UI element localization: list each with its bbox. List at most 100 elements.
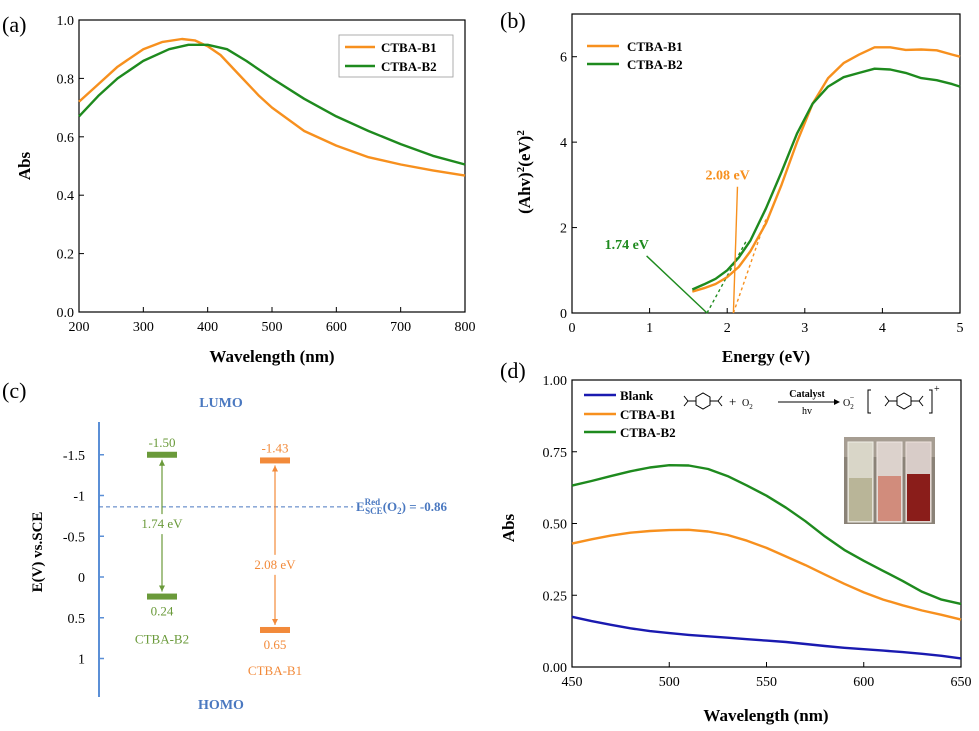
y-axis-label: Abs <box>15 151 34 180</box>
panel-b-chart: Energy (eV) (Ahv)2(eV)2 0 1 2 3 4 5 0 2 4 6 2.08 … <box>515 13 964 366</box>
series-line-ctba-b2 <box>691 67 961 291</box>
legend-label-ctba-b2: CTBA-B2 <box>381 59 437 74</box>
panel-c-diagram: LUMO HOMO E(V) vs.SCE -1.5 -1 -0.5 0 0.5 1 ER… <box>30 396 447 713</box>
tangent-line-orange <box>732 218 767 314</box>
x-tick-label: 4 <box>879 321 886 336</box>
energy-tick-label: 1 <box>78 653 85 668</box>
cuvette-blank-liquid <box>849 478 872 521</box>
x-axis-label: Wavelength (nm) <box>209 347 334 366</box>
panel-d-chart: Wavelength (nm) Abs 450 500 550 600 650 0.00 0… <box>499 374 972 725</box>
legend: Blank CTBA-B1 CTBA-B2 <box>584 388 676 440</box>
series-line-ctba-b1 <box>78 37 466 177</box>
y-axis-label: (Ahv)2(eV)2 <box>515 130 534 214</box>
legend-label-ctba-b1: CTBA-B1 <box>627 39 683 54</box>
y-tick-label: 6 <box>560 51 567 66</box>
x-tick-label: 2 <box>724 321 731 336</box>
y-tick-label: 0 <box>560 307 567 322</box>
energy-tick-label: -1.5 <box>63 449 85 464</box>
x-axis-label: Energy (eV) <box>722 347 810 366</box>
legend-label-ctba-b2: CTBA-B2 <box>627 57 683 72</box>
energy-tick-label: 0 <box>78 571 85 586</box>
band-gap-value-ctba-b1: 2.08 eV <box>254 557 296 572</box>
x-tick-label: 650 <box>951 675 972 690</box>
light-label: hv <box>802 406 812 417</box>
band-gap-label-green: 1.74 eV <box>605 238 649 253</box>
homo-level-ctba-b2 <box>147 593 177 600</box>
panel-label-c: (c) <box>2 378 26 403</box>
y-axis-label: E(V) vs.SCE <box>30 512 46 593</box>
lumo-level-ctba-b2 <box>147 451 177 458</box>
y-tick-label: 4 <box>560 136 567 151</box>
lumo-value-ctba-b2: -1.50 <box>148 435 175 450</box>
plot-frame <box>571 13 961 314</box>
series-line-ctba-b2 <box>571 464 962 606</box>
panel-label-d: (d) <box>500 358 526 383</box>
panel-label-a: (a) <box>2 12 26 37</box>
arrowhead <box>834 399 840 405</box>
cuvette-b2-liquid <box>907 474 930 521</box>
material-name-ctba-b1: CTBA-B1 <box>248 663 302 678</box>
x-tick-label: 450 <box>562 675 583 690</box>
homo-label: HOMO <box>198 698 244 713</box>
band-gap-pointer-orange <box>732 186 739 314</box>
y-tick-label: 0.2 <box>57 248 75 263</box>
legend: CTBA-B1 CTBA-B2 <box>338 34 454 78</box>
legend-label-ctba-b2: CTBA-B2 <box>620 425 676 440</box>
y-tick-label: 1.00 <box>543 374 568 389</box>
product-superoxide: O2− <box>843 393 855 411</box>
energy-tick-label: -1 <box>73 490 85 505</box>
band-gap-pointer-green <box>646 255 708 314</box>
x-tick-label: 300 <box>133 320 154 335</box>
series-line-blank <box>571 615 962 660</box>
x-tick-label: 500 <box>659 675 680 690</box>
o2-reduction-label: ERed SCE(O2) = -0.86 <box>356 497 447 516</box>
y-tick-label: 0.8 <box>57 72 75 87</box>
legend-box <box>338 34 454 78</box>
legend-label-ctba-b1: CTBA-B1 <box>381 40 437 55</box>
lumo-value-ctba-b1: -1.43 <box>261 440 288 455</box>
x-tick-label: 600 <box>326 320 347 335</box>
gap-arrowhead-top-ctba-b1 <box>272 465 278 472</box>
x-axis-label: Wavelength (nm) <box>703 706 828 725</box>
gap-arrowhead-bottom-ctba-b1 <box>272 618 278 625</box>
x-tick-label: 400 <box>197 320 218 335</box>
y-axis-label: Abs <box>499 513 518 542</box>
cuvette-photo-inset <box>844 437 935 524</box>
catalyst-label: Catalyst <box>789 389 825 400</box>
band-gap-value-ctba-b2: 1.74 eV <box>141 516 183 531</box>
cuvette-b1-liquid <box>878 476 901 521</box>
x-tick-label: 1 <box>646 321 653 336</box>
lumo-level-ctba-b1 <box>260 457 290 464</box>
series-line-ctba-b1 <box>691 46 961 293</box>
legend: CTBA-B1 CTBA-B2 <box>587 39 683 72</box>
y-tick-label: 2 <box>560 222 567 237</box>
x-tick-label: 500 <box>262 320 283 335</box>
reaction-scheme: + O2 Catalyst hv O2− + <box>683 384 940 417</box>
tmpd-molecule-left <box>683 392 723 410</box>
x-tick-label: 0 <box>569 321 576 336</box>
x-tick-label: 700 <box>390 320 411 335</box>
tmpd-radical-molecule <box>867 389 933 414</box>
lumo-label: LUMO <box>199 396 243 411</box>
panel-a-chart: Wavelength (nm) Abs 200 300 400 500 600 700 80… <box>15 14 476 366</box>
energy-tick-label: 0.5 <box>68 612 86 627</box>
y-tick-label: 0.0 <box>57 306 75 321</box>
panel-label-b: (b) <box>500 8 526 33</box>
reactant-o2: O2 <box>742 398 753 411</box>
legend-label-ctba-b1: CTBA-B1 <box>620 407 676 422</box>
material-name-ctba-b2: CTBA-B2 <box>135 632 189 647</box>
y-tick-label: 0.00 <box>543 661 568 676</box>
energy-tick-label: -0.5 <box>63 530 85 545</box>
radical-charge: + <box>934 384 940 395</box>
band-gap-label-orange: 2.08 eV <box>705 169 749 184</box>
legend-label-blank: Blank <box>620 388 654 403</box>
homo-value-ctba-b1: 0.65 <box>264 637 287 652</box>
homo-level-ctba-b1 <box>260 626 290 633</box>
x-tick-label: 550 <box>756 675 777 690</box>
gap-arrowhead-top-ctba-b2 <box>159 459 165 466</box>
y-tick-label: 0.25 <box>543 589 568 604</box>
x-tick-label: 200 <box>69 320 90 335</box>
y-tick-label: 0.4 <box>57 189 75 204</box>
homo-value-ctba-b2: 0.24 <box>151 604 174 619</box>
